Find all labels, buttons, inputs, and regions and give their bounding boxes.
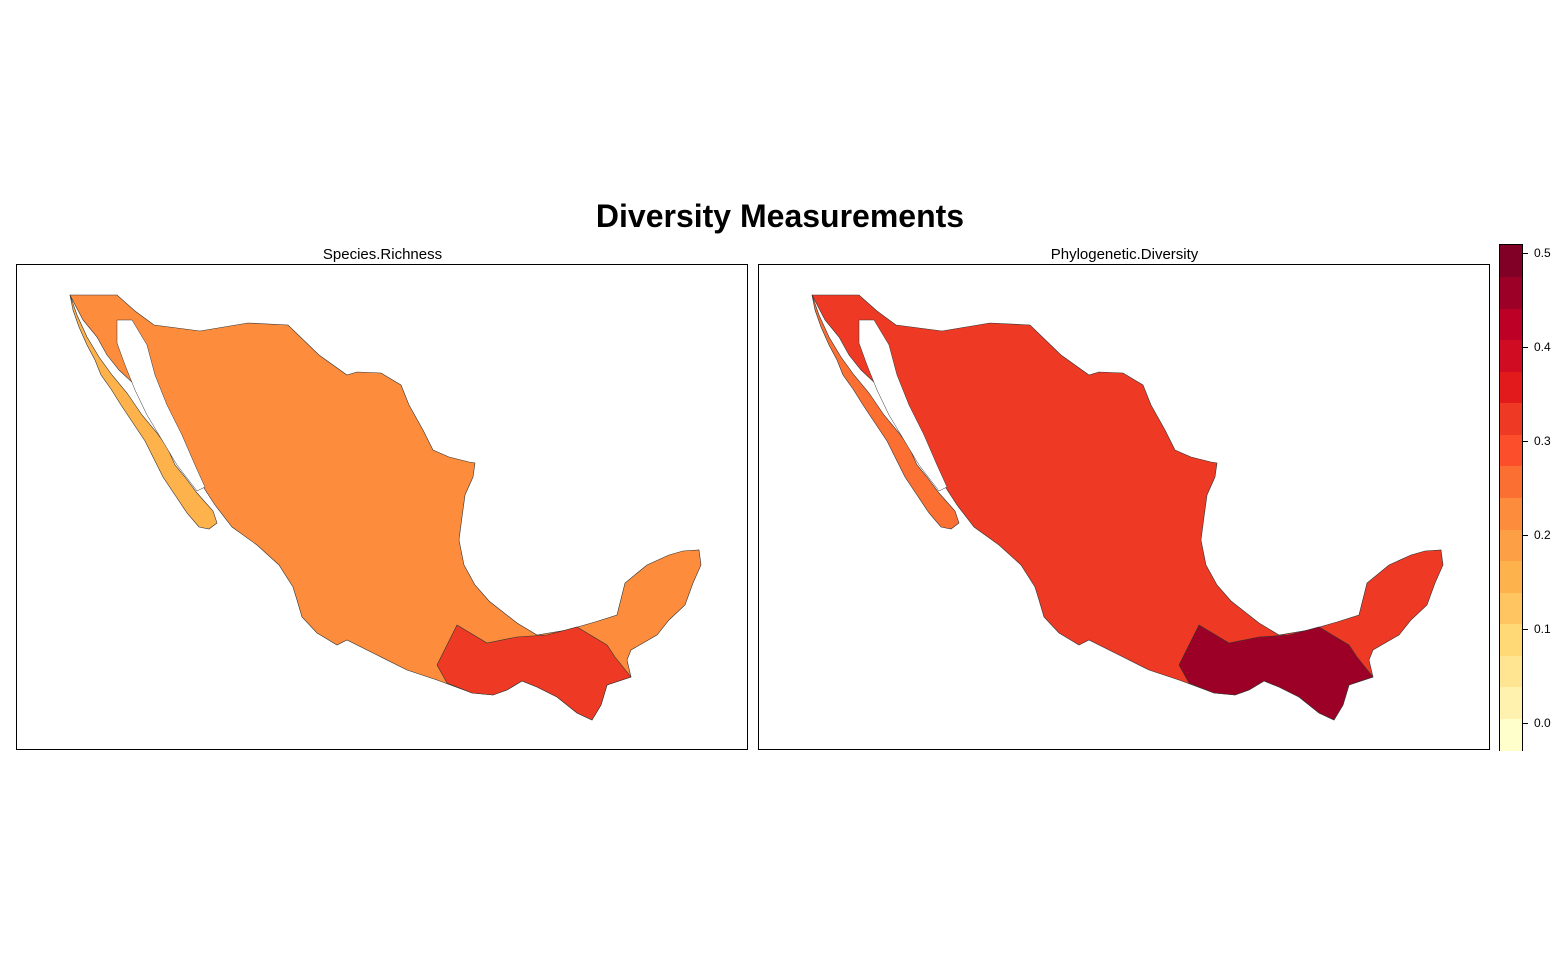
panel-title-species-richness: Species.Richness [322,246,443,263]
color-key-band [1500,592,1522,625]
color-key-tick-label: 0.1 [1534,621,1551,636]
color-key-band [1500,560,1522,593]
gulf-of-california [858,319,948,492]
color-key-band [1500,497,1522,530]
color-key-band [1500,402,1522,435]
color-key-band [1500,686,1522,719]
color-key-band [1500,529,1522,562]
south-region [436,624,632,721]
color-key-band [1500,623,1522,656]
mexico-mainland [69,294,702,721]
color-key-band [1500,371,1522,404]
color-key-tick-label: 0.3 [1534,434,1551,449]
gulf-of-california [116,319,206,492]
chart-title: Diversity Measurements [595,198,965,234]
color-key-band [1500,276,1522,309]
color-key-tick [1523,722,1528,724]
color-key-tick [1523,441,1528,443]
color-key-tick [1523,628,1528,630]
baja-shape [811,294,960,530]
baja-shape [69,294,218,530]
south-region-shape [436,624,632,721]
baja-california [69,294,218,530]
species-richness-map [16,264,748,750]
south-region-shape [1178,624,1374,721]
color-key-tick-label: 0.0 [1534,715,1551,730]
color-key-band [1500,339,1522,372]
mainland-shape [811,294,1444,721]
color-key [1499,244,1523,751]
color-key-tick-label: 0.4 [1534,340,1551,355]
color-key-tick-label: 0.5 [1534,246,1551,261]
color-key-tick [1523,253,1528,255]
color-key-band [1500,245,1522,278]
color-key-band [1500,434,1522,467]
color-key-tick [1523,535,1528,537]
mexico-mainland [811,294,1444,721]
color-key-band [1500,718,1522,751]
phylogenetic-diversity-map-svg [811,294,1444,721]
panel-title-phylogenetic-diversity: Phylogenetic.Diversity [1050,246,1199,263]
phylogenetic-diversity-map [758,264,1490,750]
south-region [1178,624,1374,721]
color-key-band [1500,655,1522,688]
color-key-band [1500,465,1522,498]
mainland-shape [69,294,702,721]
color-key-band [1500,308,1522,341]
color-key-tick-label: 0.2 [1534,528,1551,543]
color-key-tick [1523,347,1528,349]
baja-california [811,294,960,530]
species-richness-map-svg [69,294,702,721]
